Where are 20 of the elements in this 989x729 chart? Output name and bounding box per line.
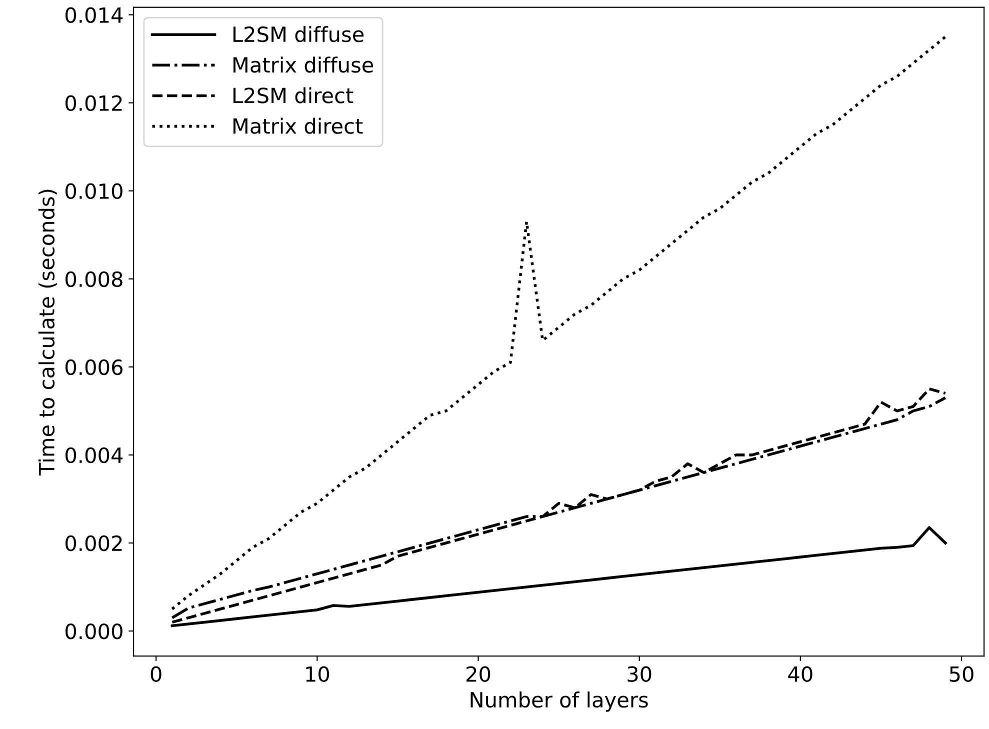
y-axis-title: Time to calculate (seconds): [38, 190, 58, 476]
y-tick-label: 0.008: [66, 271, 122, 288]
y-tick-label: 0.010: [66, 183, 122, 200]
x-tick-label: 30: [628, 666, 652, 682]
x-tick-label: 10: [306, 666, 330, 682]
y-tick-label: 0.012: [66, 95, 122, 112]
x-tick-label: 0: [150, 666, 162, 682]
x-axis-title: Number of layers: [470, 692, 648, 712]
y-tick-label: 0.000: [66, 623, 122, 640]
y-tick-label: 0.014: [66, 7, 123, 23]
legend-label: L2SM direct: [233, 87, 354, 104]
legend-label: L2SM diffuse: [233, 26, 364, 42]
legend-label: Matrix diffuse: [233, 56, 374, 73]
x-tick-label: 50: [950, 666, 974, 682]
x-tick-label: 20: [466, 666, 490, 682]
y-tick-label: 0.006: [66, 359, 122, 376]
y-tick-label: 0.004: [66, 447, 123, 464]
x-tick-label: 40: [788, 666, 812, 682]
legend-label: Matrix direct: [233, 118, 363, 134]
y-tick-label: 0.002: [66, 535, 122, 552]
